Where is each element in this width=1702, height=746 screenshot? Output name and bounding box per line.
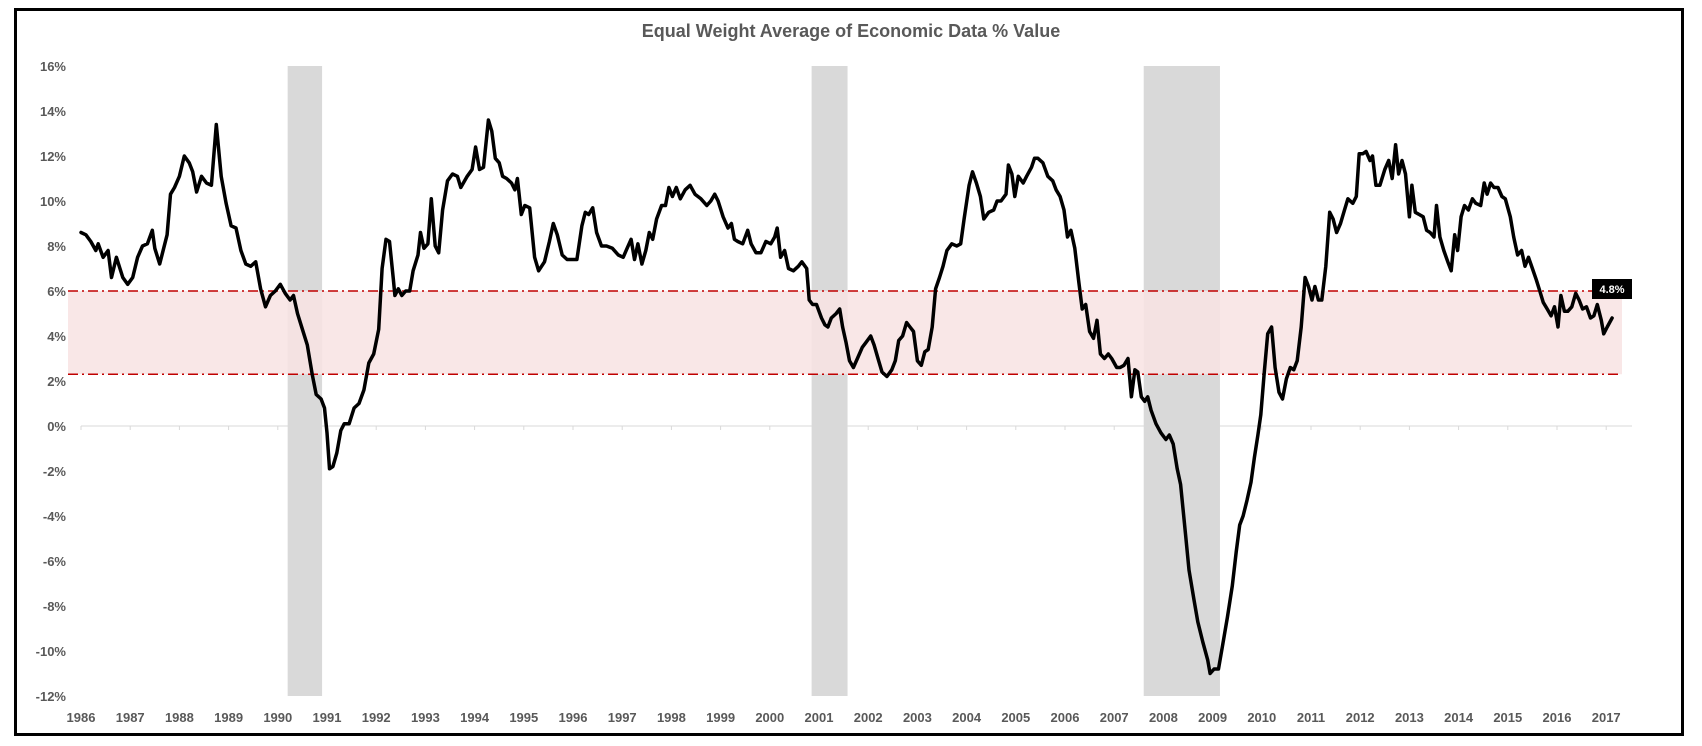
- x-tick-label: 2006: [1051, 710, 1080, 725]
- x-tick-label: 1998: [657, 710, 686, 725]
- x-tick-label: 2003: [903, 710, 932, 725]
- chart-title: Equal Weight Average of Economic Data % …: [641, 21, 1061, 41]
- series-line: [79, 118, 1614, 676]
- y-tick-label: 0%: [47, 419, 66, 434]
- value-badge: [1592, 279, 1632, 299]
- recession-shading-group: [287, 66, 1220, 696]
- x-tick-label: 1990: [263, 710, 292, 725]
- y-tick-label: 12%: [40, 149, 66, 164]
- y-tick-label: 14%: [40, 104, 66, 119]
- x-tick-label: 2008: [1149, 710, 1178, 725]
- y-tick-label: 2%: [47, 374, 66, 389]
- x-tick-label: 1999: [706, 710, 735, 725]
- y-tick-label: -10%: [36, 644, 67, 659]
- y-tick-label: -8%: [43, 599, 67, 614]
- y-tick-label: 6%: [47, 284, 66, 299]
- x-tick-label: 2016: [1543, 710, 1572, 725]
- y-tick-label: 4%: [47, 329, 66, 344]
- x-tick-label: 2013: [1395, 710, 1424, 725]
- x-tick-label: 1992: [362, 710, 391, 725]
- recession-bar: [1143, 66, 1220, 696]
- y-tick-label: -2%: [43, 464, 67, 479]
- x-tick-label: 1989: [214, 710, 243, 725]
- x-tick-label: 1988: [165, 710, 194, 725]
- recession-bar: [811, 66, 848, 696]
- y-tick-label: 8%: [47, 239, 66, 254]
- y-tick-label: -4%: [43, 509, 67, 524]
- x-tick-label: 1994: [460, 710, 490, 725]
- y-tick-label: -6%: [43, 554, 67, 569]
- x-tick-label: 2012: [1346, 710, 1375, 725]
- x-tick-label: 2001: [805, 710, 834, 725]
- axes-group: 1986 1987 1988 1989 1990 1991 1992 1993 1994 1995…: [36, 59, 1632, 725]
- x-tick-label: 2014: [1444, 710, 1474, 725]
- x-tick-label: 1987: [116, 710, 145, 725]
- y-tick-label: 10%: [40, 194, 66, 209]
- x-tick-label: 2005: [1001, 710, 1030, 725]
- x-tick-label: 1996: [559, 710, 588, 725]
- y-tick-label: 16%: [40, 59, 66, 74]
- x-tick-label: 1997: [608, 710, 637, 725]
- recession-bar: [287, 66, 323, 696]
- value-badge-text: 4.8%: [1599, 284, 1624, 296]
- value-label-group: 4.8%: [1592, 279, 1632, 299]
- y-tick-label: -12%: [36, 689, 67, 704]
- x-tick-label: 2000: [755, 710, 784, 725]
- x-tick-label: 2017: [1592, 710, 1621, 725]
- x-tick-label: 1995: [509, 710, 538, 725]
- series-group: [79, 118, 1614, 676]
- x-tick-label: 2004: [952, 710, 982, 725]
- x-tick-label: 1993: [411, 710, 440, 725]
- x-tick-label: 2007: [1100, 710, 1129, 725]
- x-tick-label: 2015: [1493, 710, 1522, 725]
- x-tick-label: 2009: [1198, 710, 1227, 725]
- x-tick-label: 2011: [1297, 710, 1325, 725]
- x-tick-label: 2002: [854, 710, 883, 725]
- x-tick-label: 2010: [1247, 710, 1276, 725]
- x-tick-label: 1986: [67, 710, 96, 725]
- x-tick-label: 1991: [313, 710, 342, 725]
